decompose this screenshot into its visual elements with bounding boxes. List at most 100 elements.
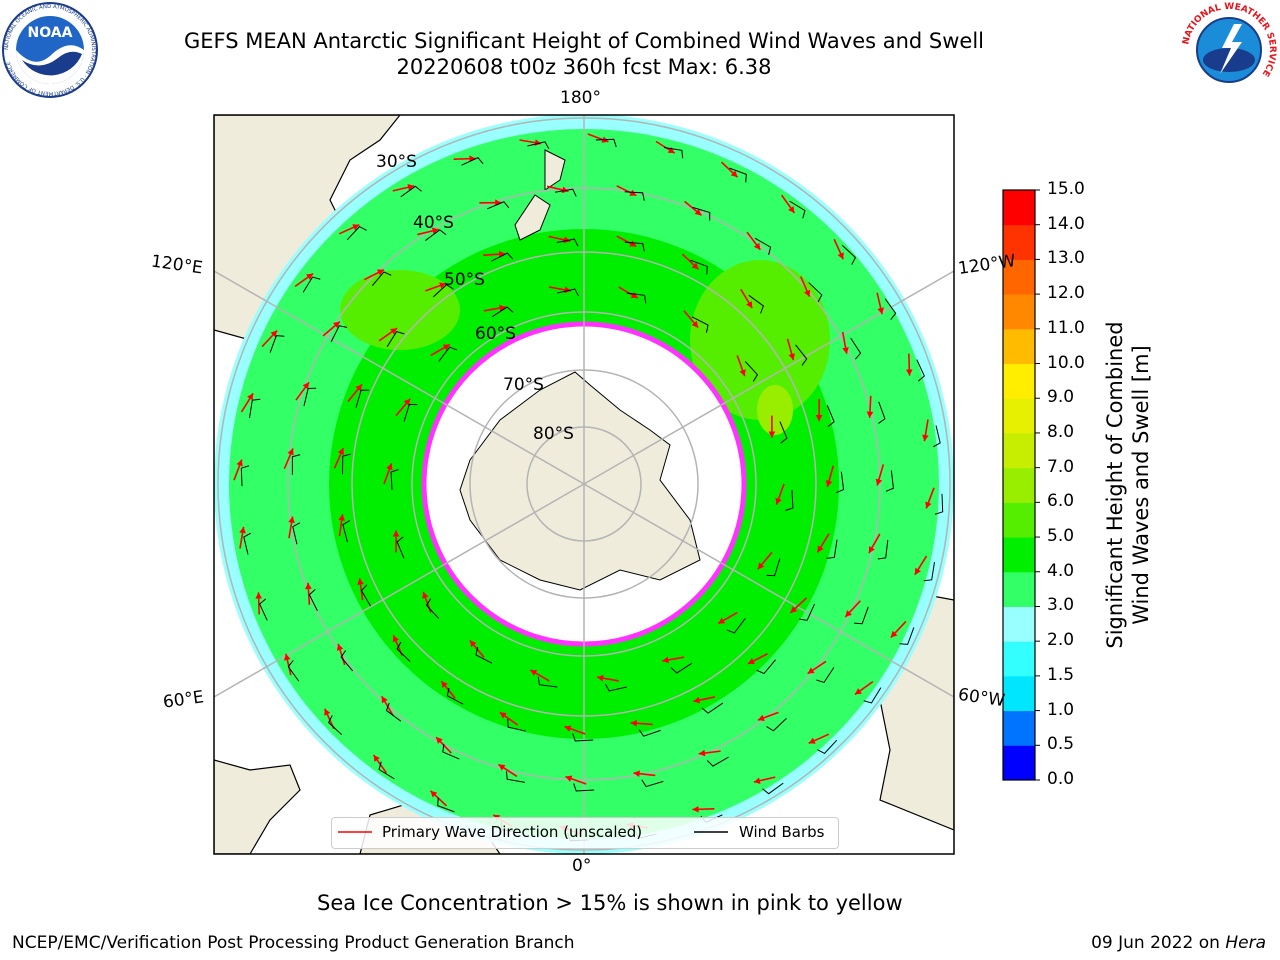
wind-barb bbox=[400, 185, 422, 198]
wind-barb bbox=[756, 659, 776, 675]
wave-arrow-head bbox=[469, 640, 477, 648]
wave-arrow-head bbox=[284, 653, 291, 661]
wind-barb bbox=[766, 718, 787, 732]
wave-arrow-head bbox=[845, 610, 852, 617]
wave-arrow-head bbox=[914, 567, 921, 575]
colorbar-tick-label: 0.0 bbox=[1047, 769, 1075, 789]
wind-barb bbox=[308, 588, 318, 612]
wave-arrow-head bbox=[436, 737, 443, 744]
wave-arrow-head bbox=[757, 562, 765, 570]
wind-barb bbox=[670, 662, 693, 674]
wind-barb bbox=[744, 361, 759, 382]
wave-arrow-head bbox=[439, 282, 447, 289]
wind-barb bbox=[355, 389, 370, 408]
wind-barb bbox=[799, 603, 815, 621]
svg-text:NOAA: NOAA bbox=[28, 25, 73, 41]
wave-arrow-head bbox=[815, 414, 823, 422]
wave-arrow-head bbox=[730, 170, 738, 178]
wind-barb bbox=[396, 536, 405, 559]
lat-label-30s: 30°S bbox=[376, 152, 417, 172]
wind-barb bbox=[701, 702, 724, 714]
wave-arrow-head bbox=[691, 262, 699, 270]
colorbar-tick-label: 14.0 bbox=[1047, 213, 1085, 234]
wind-barb bbox=[403, 403, 418, 422]
wind-barb bbox=[461, 157, 484, 166]
wind-barb bbox=[899, 627, 915, 645]
wind-barb bbox=[624, 241, 645, 252]
wave-arrow-head bbox=[694, 208, 702, 216]
wave-arrow-head bbox=[890, 630, 898, 638]
wind-barb bbox=[691, 316, 709, 333]
wind-barb bbox=[554, 188, 577, 197]
wave-arrow-head bbox=[747, 658, 755, 664]
wave-arrow-head bbox=[287, 448, 294, 456]
wind-barb bbox=[762, 782, 784, 795]
wind-barb bbox=[287, 660, 300, 682]
wave-arrow-head bbox=[877, 307, 884, 315]
wave-arrow-head bbox=[775, 497, 782, 505]
colorbar-segment bbox=[1003, 641, 1035, 677]
wave-arrow-head bbox=[564, 725, 572, 732]
wave-arrow-head bbox=[662, 656, 669, 664]
legend-primary-wave: Primary Wave Direction (unscaled) bbox=[382, 823, 643, 841]
wind-barb bbox=[557, 288, 580, 297]
wave-arrow-head bbox=[768, 431, 776, 438]
wave-arrow-head bbox=[324, 708, 331, 716]
wind-barb bbox=[390, 469, 399, 491]
colorbar-segment bbox=[1003, 294, 1035, 330]
wave-arrow-head bbox=[691, 320, 699, 328]
wave-arrow-head bbox=[788, 206, 795, 214]
wind-barb bbox=[573, 783, 595, 792]
wave-arrow-head bbox=[565, 775, 573, 782]
colorbar-tick-label: 9.0 bbox=[1047, 387, 1075, 408]
lat-label-80s: 80°S bbox=[533, 424, 574, 444]
wind-barb bbox=[269, 335, 285, 353]
graticule bbox=[214, 115, 954, 854]
wind-barb bbox=[916, 359, 925, 382]
wave-arrow-head bbox=[373, 754, 380, 762]
colorbar-tick-label: 7.0 bbox=[1047, 456, 1075, 477]
wave-arrow-head bbox=[630, 719, 638, 727]
wind-barb bbox=[789, 200, 806, 219]
wave-arrow-head bbox=[753, 777, 761, 784]
wind-barb bbox=[604, 683, 627, 692]
footer-right: 09 Jun 2022 on Hera bbox=[1091, 933, 1266, 953]
wind-barb bbox=[248, 398, 261, 419]
wave-arrow-head bbox=[498, 764, 506, 771]
wave-arrow-head bbox=[431, 227, 439, 235]
wave-arrow-head bbox=[739, 369, 746, 377]
wind-barb bbox=[527, 141, 550, 150]
wind-barb bbox=[817, 739, 838, 755]
colorbar-tick-label: 12.0 bbox=[1047, 283, 1085, 304]
wave-arrow-head bbox=[236, 459, 243, 467]
wind-barb bbox=[766, 558, 781, 577]
wind-barb bbox=[537, 676, 558, 688]
colorbar-segment bbox=[1003, 502, 1035, 538]
wave-arrow-head bbox=[499, 304, 506, 312]
wind-barb bbox=[624, 191, 645, 201]
colorbar-tick-label: 8.0 bbox=[1047, 421, 1075, 442]
wave-arrow-head bbox=[255, 592, 263, 599]
wind-barb bbox=[785, 489, 794, 511]
wave-arrow-head bbox=[817, 545, 824, 553]
wave-arrow-head bbox=[338, 514, 346, 521]
wind-barb bbox=[330, 325, 348, 343]
wave-arrow-head bbox=[563, 236, 571, 244]
wind-barb bbox=[507, 719, 526, 732]
colorbar-tick-label: 1.5 bbox=[1047, 664, 1075, 685]
wind-barb bbox=[342, 453, 351, 475]
wind-barb bbox=[854, 606, 869, 625]
lat-label-40s: 40°S bbox=[413, 213, 454, 233]
colorbar-tick-label: 6.0 bbox=[1047, 491, 1075, 512]
wind-barb bbox=[243, 532, 252, 555]
wind-barb bbox=[396, 641, 411, 662]
wave-arrow-head bbox=[422, 591, 429, 599]
wind-barb bbox=[442, 743, 460, 760]
wind-barb bbox=[816, 667, 835, 684]
wind-barb bbox=[491, 252, 514, 262]
wave-arrow-head bbox=[692, 805, 699, 813]
land-new-zealand bbox=[514, 149, 566, 241]
wave-arrow-head bbox=[866, 411, 874, 418]
lon-label-180: 180° bbox=[560, 88, 601, 108]
wave-arrow-head bbox=[499, 712, 507, 719]
